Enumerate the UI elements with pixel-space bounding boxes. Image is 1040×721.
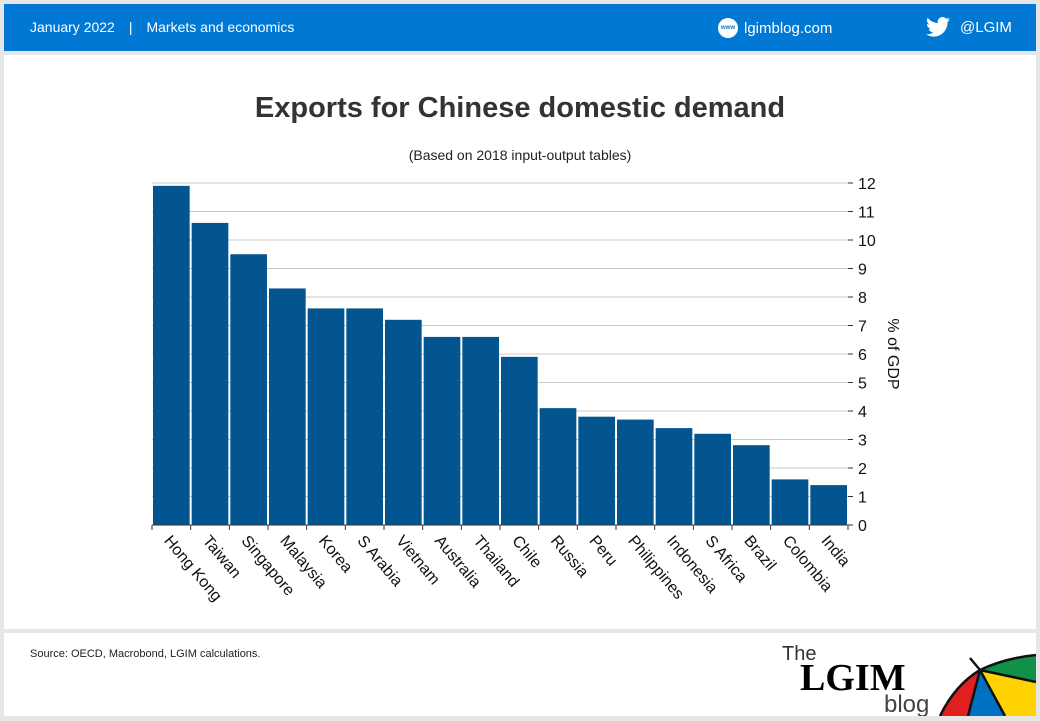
- bar-colombia: [771, 479, 809, 525]
- umbrella-icon: [938, 653, 1037, 717]
- y-tick-label: 3: [858, 433, 867, 450]
- top-banner: January 2022 | Markets and economics www l…: [4, 4, 1036, 51]
- website-link[interactable]: www lgimblog.com: [718, 18, 832, 38]
- source-note: Source: OECD, Macrobond, LGIM calculatio…: [30, 648, 261, 660]
- lgim-blog-logo: The LGIM blog: [780, 640, 1037, 718]
- logo-lgim: LGIM: [800, 657, 906, 699]
- category-link[interactable]: Markets and economics: [146, 19, 295, 35]
- y-tick-label: 6: [858, 347, 867, 364]
- y-tick-label: 5: [858, 376, 867, 393]
- y-axis-label: % of GDP: [884, 318, 901, 389]
- twitter-link[interactable]: @LGIM: [926, 17, 1012, 37]
- x-tick-label: Chile: [508, 533, 545, 572]
- twitter-handle: @LGIM: [960, 18, 1012, 36]
- twitter-icon: [926, 17, 950, 37]
- x-tick-label: Peru: [586, 533, 621, 570]
- y-tick-label: 8: [858, 290, 867, 307]
- date: January 2022: [30, 19, 115, 35]
- x-tick-label: India: [818, 533, 853, 571]
- bar-philippines: [617, 419, 654, 525]
- logo-the: The: [782, 643, 816, 665]
- bar-india: [810, 485, 847, 525]
- logo-blog: blog: [884, 691, 929, 716]
- bar-australia: [423, 336, 461, 525]
- bar-taiwan: [191, 222, 229, 525]
- bar-s-africa: [694, 433, 731, 525]
- www-icon: www: [718, 18, 738, 38]
- bar-thailand: [462, 336, 499, 525]
- bar-indonesia: [655, 428, 693, 525]
- y-tick-label: 12: [858, 176, 876, 193]
- y-tick-label: 4: [858, 404, 867, 421]
- y-tick-label: 10: [858, 233, 876, 250]
- bar-brazil: [733, 445, 770, 525]
- bar-vietnam: [385, 319, 422, 525]
- y-tick-label: 2: [858, 461, 867, 478]
- bar-korea: [307, 308, 345, 525]
- y-tick-label: 1: [858, 490, 867, 507]
- x-tick-label: Russia: [547, 533, 592, 581]
- x-tick-label: Brazil: [740, 533, 779, 575]
- y-tick-label: 7: [858, 319, 867, 336]
- bar-peru: [578, 416, 615, 525]
- y-tick-label: 0: [858, 518, 867, 535]
- chart-subtitle: (Based on 2018 input-output tables): [408, 147, 632, 163]
- bar-russia: [539, 408, 577, 525]
- bar-s-arabia: [346, 308, 383, 525]
- separator: |: [128, 19, 133, 35]
- chart-title: Exports for Chinese domestic demand: [254, 92, 786, 124]
- y-tick-label: 9: [858, 262, 867, 279]
- bar-singapore: [230, 254, 267, 525]
- footer-panel: [4, 633, 1036, 716]
- y-tick-label: 11: [858, 205, 875, 222]
- bar-chile: [501, 356, 538, 525]
- bar-hong-kong: [153, 185, 190, 525]
- website-text: lgimblog.com: [744, 19, 833, 37]
- bar-malaysia: [269, 288, 306, 525]
